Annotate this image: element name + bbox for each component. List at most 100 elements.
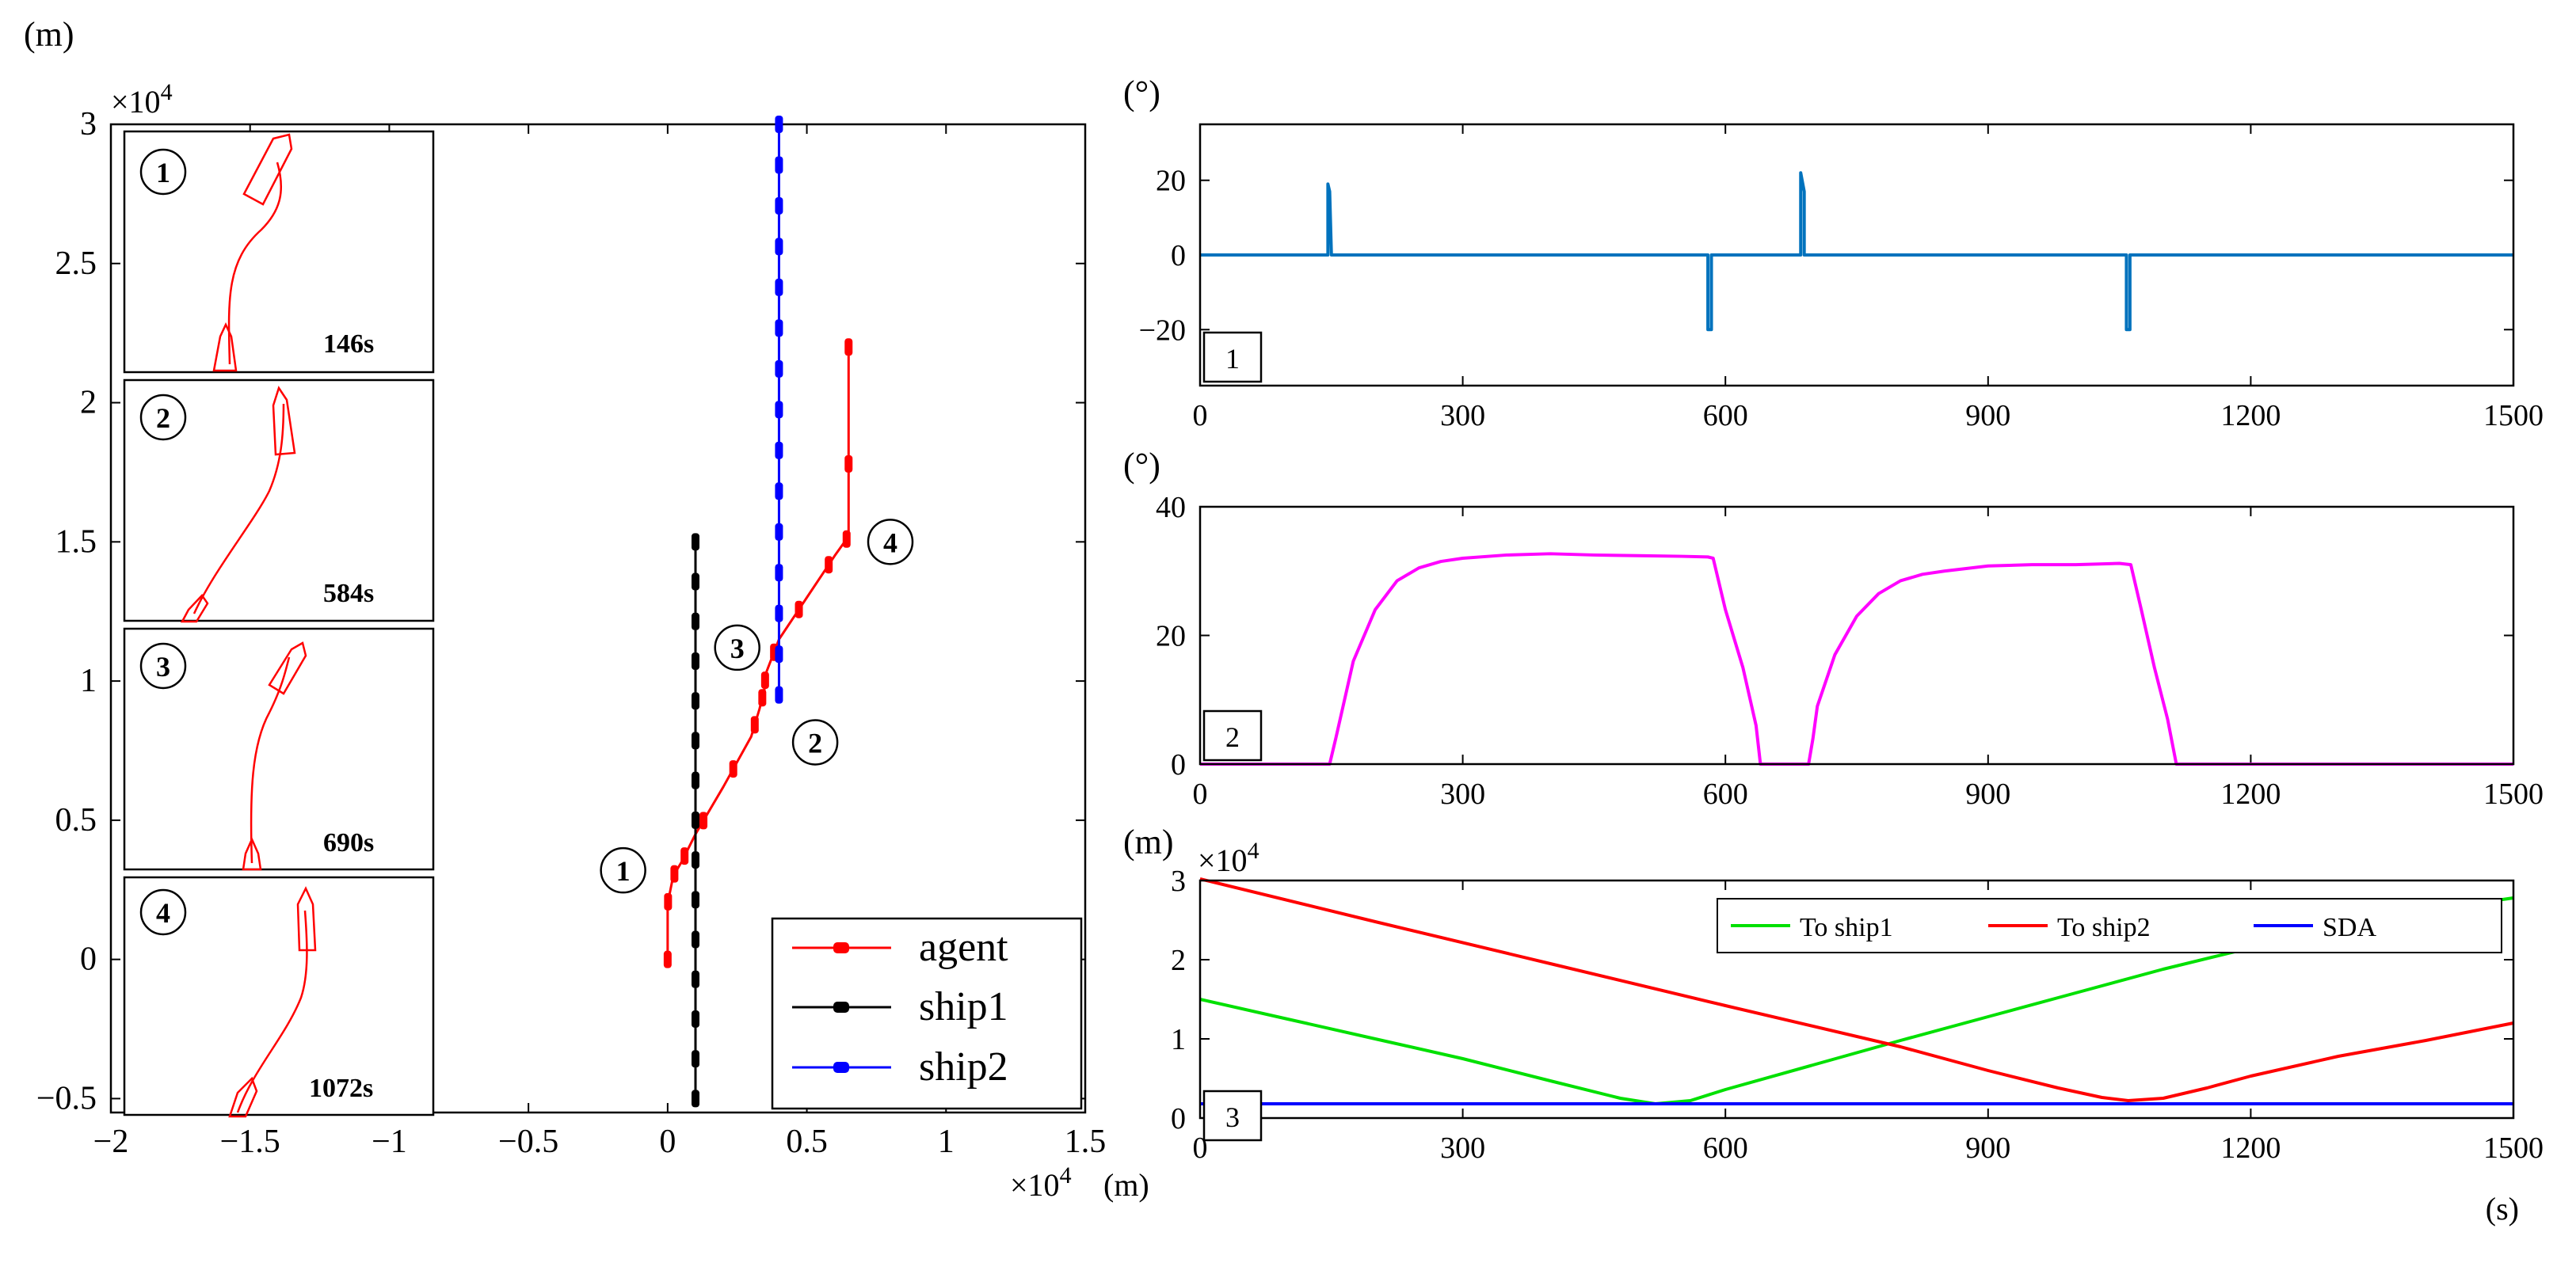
trajectory-series: 1 2 3 4 (600, 116, 914, 1108)
inset-path (250, 656, 291, 864)
y-tick-label: 40 (1156, 491, 1186, 524)
inset-3: 3 690s (123, 627, 435, 871)
x-tick-label: 600 (1703, 1132, 1748, 1165)
inset-time: 584s (323, 579, 374, 608)
ship-shape-current (296, 886, 317, 952)
trajectory-point-label-circle (867, 519, 914, 565)
trajectory-point-label-circle (600, 846, 646, 894)
inset-time: 1072s (309, 1074, 373, 1103)
panel-2-label: 2 (1225, 721, 1240, 753)
trajectory-agent-marker (750, 716, 759, 734)
trajectory-ship2-marker (775, 604, 783, 622)
panel-1-label-box (1202, 331, 1263, 383)
y-tick-label: 0 (1171, 239, 1186, 272)
trajectory-point-label-circle (791, 719, 839, 766)
trajectory-ship2-marker (775, 482, 783, 500)
inset-4: 4 1072s (123, 876, 435, 1118)
x-tick-label: 1 (938, 1124, 955, 1160)
trajectory-agent-marker (699, 812, 708, 830)
trajectory-ship1-marker (692, 891, 699, 909)
trajectory-ship2-marker (775, 196, 783, 215)
panel-3-legend: To ship1 To ship2 SDA (1717, 898, 2502, 953)
ship-shape-start (180, 594, 209, 623)
ship-shape-start (212, 322, 238, 372)
inset-time: 146s (323, 329, 374, 359)
trajectory-y-exponent: ×104 (111, 79, 173, 120)
y-tick-label: 0 (80, 941, 97, 978)
x-tick-label: 900 (1965, 778, 2010, 811)
trajectory-agent-marker (844, 338, 853, 356)
trajectory-ship2-marker (775, 319, 783, 337)
trajectory-point-label: 4 (883, 527, 897, 558)
panel-2-series (1200, 552, 2513, 766)
trajectory-agent-marker (758, 689, 767, 707)
inset-number: 3 (156, 651, 170, 683)
trajectory-ship2-marker (775, 564, 783, 582)
trajectory-ship1-marker (692, 732, 699, 750)
legend-label-to-ship2: To ship2 (2057, 913, 2151, 942)
x-tick-label: 300 (1440, 399, 1485, 432)
panel-2-heading-line (1200, 552, 2513, 766)
y-tick-label: 0 (1171, 748, 1186, 782)
trajectory-point-label: 1 (616, 855, 631, 887)
x-tick-label: 600 (1703, 778, 1748, 811)
y-tick-label: −20 (1139, 314, 1186, 347)
panel-1-series (1200, 171, 2513, 332)
panel-3-label-box (1202, 1090, 1263, 1142)
x-tick-label: 1500 (2483, 1132, 2544, 1165)
x-tick-label: 0 (1193, 399, 1208, 432)
trajectory-ship2-marker (775, 238, 783, 256)
inset-number: 4 (156, 897, 170, 929)
panel-3-axes-frame (1198, 879, 2515, 1120)
legend-label-ship2: ship2 (919, 1044, 1008, 1090)
panel-2-y-unit: (°) (1123, 446, 1160, 485)
ship-shape-current (268, 641, 307, 695)
y-tick-label: 0.5 (55, 802, 97, 839)
y-tick-label: 3 (1171, 865, 1186, 898)
y-tick-label: 20 (1156, 165, 1186, 198)
trajectory-ship2-marker (775, 156, 783, 174)
legend-box (1717, 898, 2502, 953)
trajectory-ship1-marker (692, 1090, 699, 1108)
trajectory-agent-marker (664, 892, 673, 911)
panel-1-rudder-line (1200, 171, 2513, 332)
legend-marker-agent (833, 942, 849, 953)
trajectory-agent-marker (825, 556, 833, 574)
panel-3-to-ship2-line (1199, 877, 2514, 1102)
trajectory-ship2-marker (775, 278, 783, 296)
x-tick-label: −0.5 (498, 1124, 558, 1160)
trajectory-ship1-marker (692, 970, 699, 988)
inset-1: 1 146s (123, 130, 435, 374)
inset-number: 2 (156, 402, 170, 434)
trajectory-point-label: 3 (730, 633, 745, 664)
inset-path (192, 403, 285, 614)
legend-label-to-ship1: To ship1 (1800, 913, 1893, 942)
legend-label-ship1: ship1 (919, 984, 1008, 1029)
x-tick-label: 1200 (2220, 399, 2281, 432)
trajectory-ship2-marker (775, 523, 783, 541)
x-tick-label: 1200 (2220, 1132, 2281, 1165)
inset-number-circle (139, 642, 187, 690)
trajectory-x-unit: (m) (1103, 1167, 1149, 1203)
y-tick-label: 2.5 (55, 245, 97, 282)
panel-3-y-exponent: ×104 (1198, 838, 1259, 878)
trajectory-ship2-marker (775, 401, 783, 419)
trajectory-ship1-marker (692, 811, 699, 829)
trajectory-ship2-marker (775, 441, 783, 459)
y-tick-label: 3 (80, 106, 97, 143)
inset-number-circle (139, 888, 187, 936)
trajectory-ship1-marker (692, 652, 699, 670)
panel-3-x-unit: (s) (2486, 1191, 2519, 1227)
x-tick-label: 300 (1440, 1132, 1485, 1165)
inset-path (227, 162, 283, 365)
trajectory-ship2-marker (775, 116, 783, 133)
inset-number: 1 (156, 157, 170, 188)
trajectory-agent-marker (795, 600, 803, 618)
y-tick-label: −0.5 (36, 1080, 97, 1116)
legend-label-sda: SDA (2323, 913, 2376, 942)
panel-1-chart: (°) 0 300 600 900 1200 1500 −20 0 20 1 (1123, 74, 2544, 432)
inset-2: 2 584s (123, 378, 435, 623)
